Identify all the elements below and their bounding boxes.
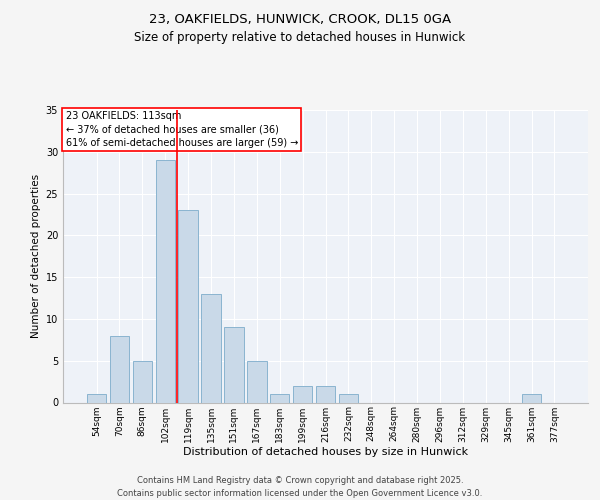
Text: 23 OAKFIELDS: 113sqm
← 37% of detached houses are smaller (36)
61% of semi-detac: 23 OAKFIELDS: 113sqm ← 37% of detached h…	[65, 112, 298, 148]
Bar	[110, 336, 129, 402]
Bar	[293, 386, 313, 402]
Y-axis label: Number of detached properties: Number of detached properties	[31, 174, 41, 338]
Bar	[155, 160, 175, 402]
Bar	[87, 394, 106, 402]
Bar	[316, 386, 335, 402]
Bar	[202, 294, 221, 403]
Bar	[224, 328, 244, 402]
Bar	[338, 394, 358, 402]
Text: Size of property relative to detached houses in Hunwick: Size of property relative to detached ho…	[134, 31, 466, 44]
Bar	[133, 360, 152, 403]
Text: 23, OAKFIELDS, HUNWICK, CROOK, DL15 0GA: 23, OAKFIELDS, HUNWICK, CROOK, DL15 0GA	[149, 12, 451, 26]
Bar	[522, 394, 541, 402]
Bar	[247, 360, 266, 403]
Bar	[270, 394, 289, 402]
Text: Contains HM Land Registry data © Crown copyright and database right 2025.
Contai: Contains HM Land Registry data © Crown c…	[118, 476, 482, 498]
X-axis label: Distribution of detached houses by size in Hunwick: Distribution of detached houses by size …	[183, 447, 468, 457]
Bar	[178, 210, 198, 402]
